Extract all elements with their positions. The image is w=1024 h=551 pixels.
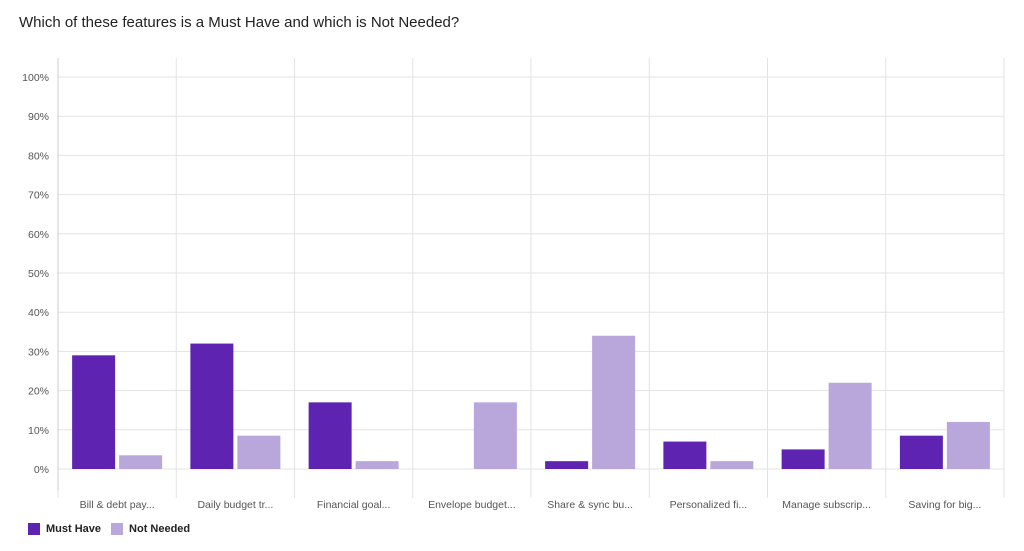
y-tick-label: 80% [28,150,49,162]
bar-not-needed [828,382,872,469]
legend-label-not-needed: Not Needed [129,523,191,535]
legend-swatch-must-have [28,523,40,535]
bar-not-needed [710,461,754,469]
legend-swatch-not-needed [111,523,124,535]
y-tick-label: 90% [28,111,49,123]
y-tick-label: 70% [28,190,49,202]
x-tick-label: Saving for big... [908,499,981,511]
bar-not-needed [119,455,163,469]
bar-not-needed [592,335,636,469]
x-tick-label: Manage subscrip... [782,499,871,511]
x-tick-label: Daily budget tr... [197,499,273,511]
y-tick-label: 50% [28,268,49,280]
y-tick-label: 10% [28,425,49,437]
bar-not-needed [237,435,281,469]
bar-not-needed [946,421,990,469]
y-tick-label: 30% [28,346,49,358]
y-tick-label: 60% [28,229,49,241]
bar-not-needed [473,402,517,469]
legend-item-must-have[interactable]: Must Have [28,523,101,535]
legend-item-not-needed[interactable]: Not Needed [111,523,190,535]
y-tick-label: 40% [28,307,49,319]
bar-must-have [72,355,116,469]
bar-must-have [545,461,589,469]
bar-must-have [190,343,234,469]
x-tick-label: Bill & debt pay... [80,499,155,511]
y-tick-label: 20% [28,386,49,398]
chart-legend: Must Have Not Needed [28,523,200,535]
bar-must-have [308,402,352,469]
x-tick-label: Share & sync bu... [547,499,633,511]
y-tick-label: 0% [34,464,49,476]
bar-must-have [899,435,943,469]
bar-not-needed [355,461,399,469]
y-tick-label: 100% [22,72,49,84]
chart-title: Which of these features is a Must Have a… [19,14,460,31]
bar-must-have [781,449,825,469]
x-tick-label: Envelope budget... [428,499,516,511]
x-tick-label: Financial goal... [317,499,391,511]
x-tick-label: Personalized fi... [670,499,748,511]
bar-must-have [663,441,707,469]
legend-label-must-have: Must Have [46,523,102,535]
